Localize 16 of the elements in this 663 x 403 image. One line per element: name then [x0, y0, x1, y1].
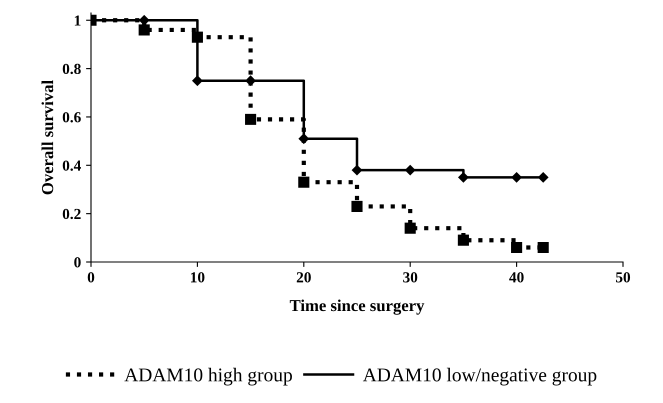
x-tick-label: 30: [403, 272, 418, 282]
y-axis-title: Overall survival: [42, 80, 54, 194]
y-tick-label: 1: [74, 15, 80, 26]
y-tick-label: 0.2: [62, 208, 81, 220]
x-axis-title: Time since surgery: [290, 299, 424, 315]
x-tick-label: 10: [190, 272, 204, 282]
legend-label: ADAM10 low/negative group: [362, 368, 596, 386]
x-tick-label: 0: [88, 272, 94, 282]
y-tick-label: 0.4: [62, 160, 81, 171]
y-tick-label: 0.6: [62, 112, 81, 122]
legend-label: ADAM10 high group: [124, 368, 292, 386]
x-tick-label: 50: [616, 272, 630, 282]
y-tick-label: 0.8: [62, 64, 81, 74]
x-tick-label: 40: [509, 272, 524, 282]
x-tick-label: 20: [296, 272, 311, 282]
y-tick-label: 0: [74, 257, 81, 268]
